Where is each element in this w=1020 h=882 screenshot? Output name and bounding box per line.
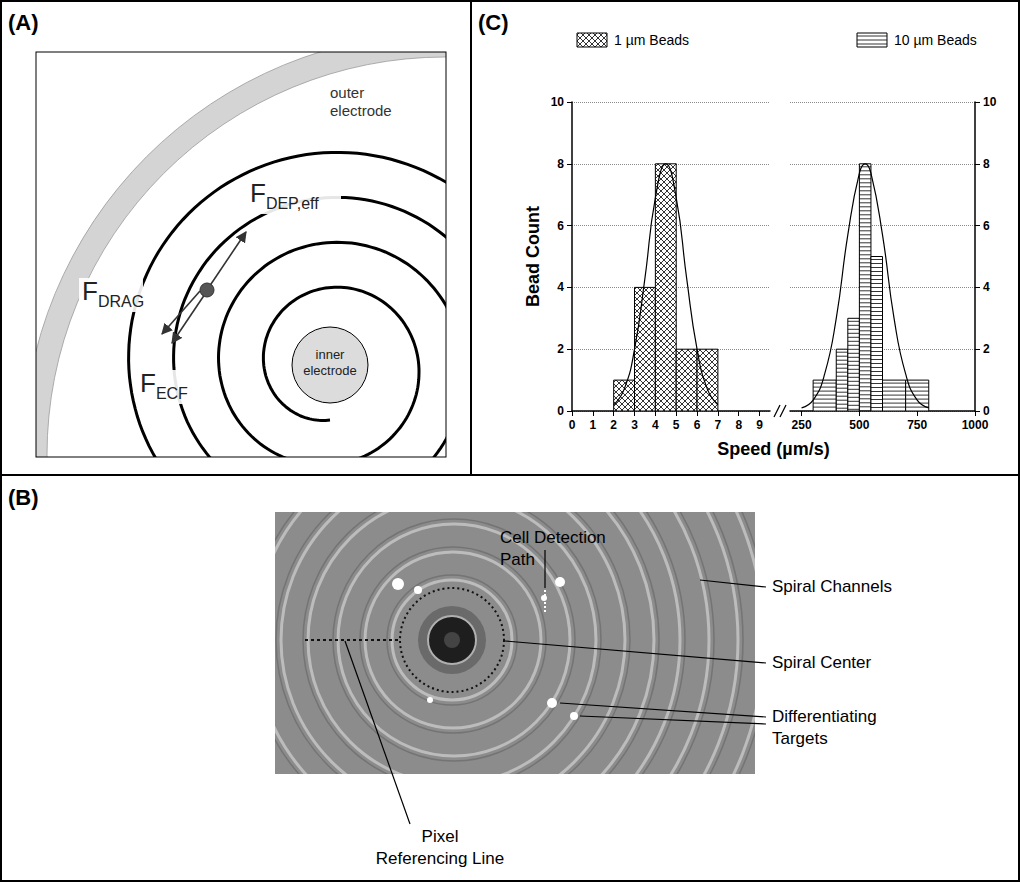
svg-text:6: 6: [694, 418, 701, 432]
svg-text:(A): (A): [8, 10, 39, 35]
svg-text:7: 7: [715, 418, 722, 432]
svg-text:8: 8: [735, 418, 742, 432]
svg-text:(C): (C): [478, 10, 509, 35]
svg-text:inner: inner: [316, 347, 346, 362]
svg-text:4: 4: [557, 280, 564, 294]
svg-text:1000: 1000: [962, 418, 989, 432]
svg-text:Bead Count: Bead Count: [523, 206, 543, 307]
svg-text:Pixel: Pixel: [422, 827, 459, 846]
svg-text:6: 6: [557, 219, 564, 233]
svg-text:5: 5: [673, 418, 680, 432]
svg-text:FDRAG: FDRAG: [82, 276, 144, 310]
svg-text:9: 9: [756, 418, 763, 432]
svg-text:4: 4: [983, 280, 990, 294]
svg-text:8: 8: [557, 157, 564, 171]
svg-text:10: 10: [551, 95, 565, 109]
svg-text:500: 500: [849, 418, 869, 432]
svg-text:FECF: FECF: [140, 368, 188, 402]
svg-text:2: 2: [557, 342, 564, 356]
svg-text:Spiral Center: Spiral Center: [772, 653, 872, 672]
svg-text:250: 250: [792, 418, 812, 432]
svg-text:750: 750: [907, 418, 927, 432]
svg-text:(B): (B): [8, 485, 39, 510]
svg-text:3: 3: [631, 418, 638, 432]
svg-text:2: 2: [983, 342, 990, 356]
svg-text:Targets: Targets: [772, 729, 828, 748]
svg-text:6: 6: [983, 219, 990, 233]
svg-text:FDEP,eff: FDEP,eff: [250, 178, 319, 212]
svg-text:0: 0: [983, 404, 990, 418]
svg-text:8: 8: [983, 157, 990, 171]
svg-text:2: 2: [610, 418, 617, 432]
svg-text:4: 4: [652, 418, 659, 432]
svg-text:electrode: electrode: [330, 102, 392, 119]
svg-text:Differentiating: Differentiating: [772, 707, 877, 726]
svg-text:electrode: electrode: [303, 363, 356, 378]
svg-text:outer: outer: [330, 84, 364, 101]
svg-text:0: 0: [557, 404, 564, 418]
svg-text:Speed (µm/s): Speed (µm/s): [717, 439, 829, 459]
svg-text:1 µm Beads: 1 µm Beads: [614, 32, 689, 48]
svg-text:0: 0: [569, 418, 576, 432]
svg-text:10: 10: [983, 95, 997, 109]
svg-text:Spiral Channels: Spiral Channels: [772, 577, 892, 596]
svg-text:Referencing Line: Referencing Line: [376, 849, 505, 868]
svg-text:Cell Detection: Cell Detection: [500, 528, 606, 547]
svg-text:1: 1: [589, 418, 596, 432]
svg-text:10 µm Beads: 10 µm Beads: [894, 32, 977, 48]
svg-text:Path: Path: [500, 550, 535, 569]
